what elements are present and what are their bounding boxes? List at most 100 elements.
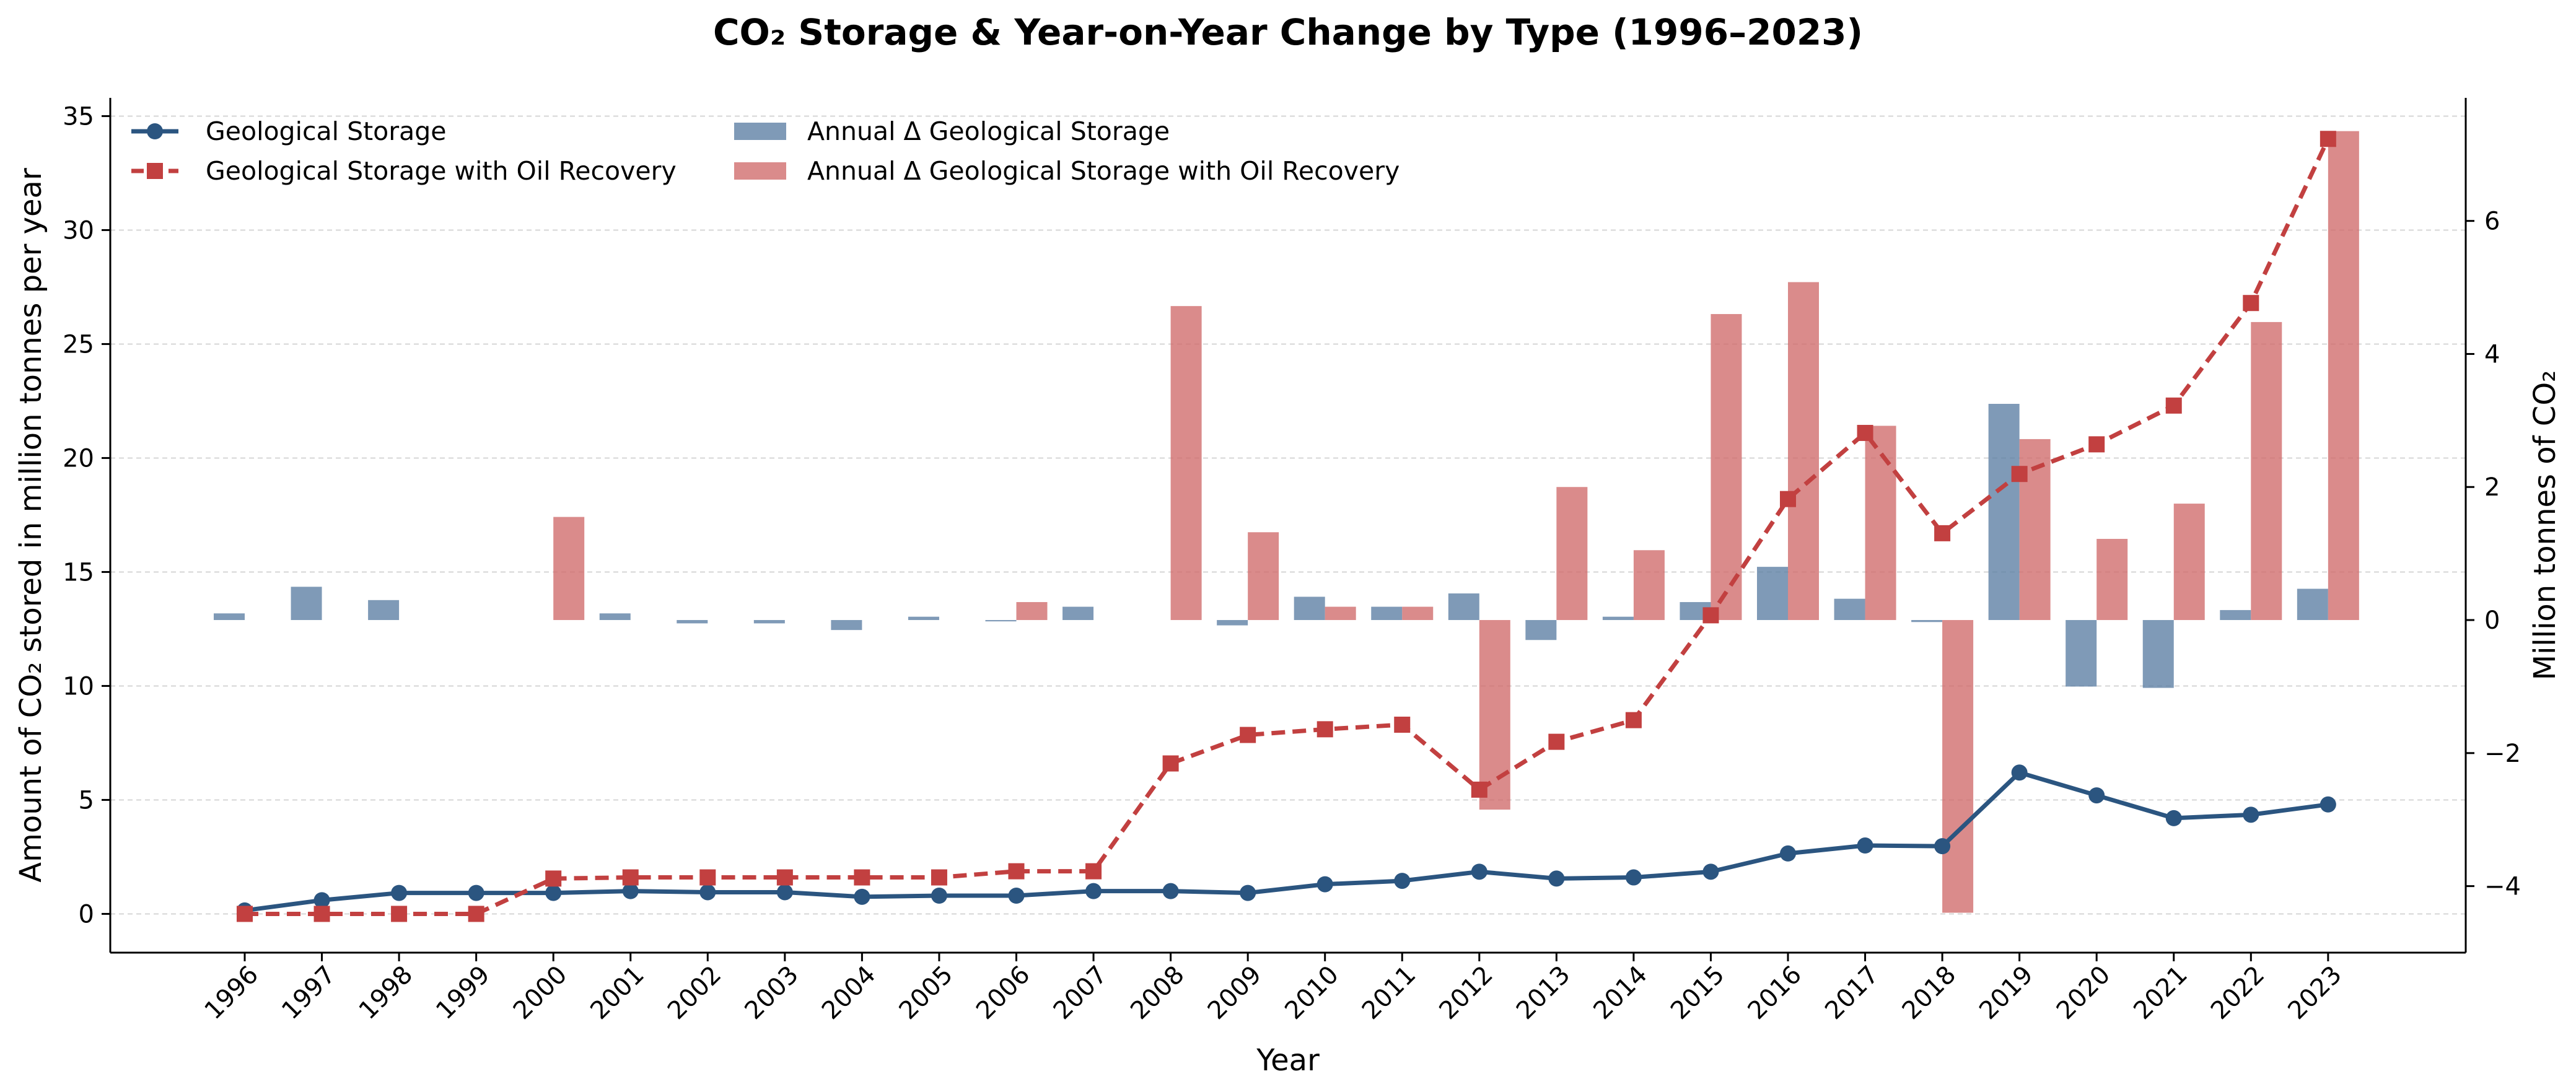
point-geological-storage xyxy=(1471,863,1487,880)
x-tick-label: 2022 xyxy=(2206,961,2271,1026)
x-tick-label: 2015 xyxy=(1665,961,1730,1026)
x-tick-label: 2021 xyxy=(2128,961,2193,1026)
point-geological-storage xyxy=(545,885,562,901)
left-tick-label: 30 xyxy=(63,216,94,245)
bar-delta-geological xyxy=(214,613,245,621)
legend-label-geological-storage: Geological Storage xyxy=(206,116,446,146)
bar-delta-geological xyxy=(1062,606,1094,621)
bar-delta-oil-recovery xyxy=(2173,504,2205,621)
bar-delta-geological xyxy=(1217,620,1248,626)
bar-delta-geological xyxy=(1371,606,1403,621)
x-tick-label: 2010 xyxy=(1279,961,1344,1026)
bar-delta-oil-recovery xyxy=(1942,620,1974,913)
point-geological-storage xyxy=(2165,810,2182,826)
point-geological-storage xyxy=(1008,888,1025,904)
chart-title: CO₂ Storage & Year-on-Year Change by Typ… xyxy=(713,11,1863,53)
x-axis-title: Year xyxy=(1256,1043,1320,1078)
bar-delta-geological xyxy=(1911,620,1943,622)
right-tick-label: −2 xyxy=(2484,740,2521,768)
point-oil-recovery xyxy=(1702,607,1719,624)
left-y-ticks: 0 5 10 15 20 25 30 35 xyxy=(63,102,110,928)
bar-delta-geological xyxy=(1757,567,1788,621)
point-geological-storage xyxy=(699,884,716,901)
right-tick-label: 6 xyxy=(2484,207,2500,236)
bar-delta-oil-recovery xyxy=(1016,602,1048,621)
bar-delta-geological xyxy=(368,600,400,621)
point-geological-storage xyxy=(1240,885,1256,901)
bar-delta-geological xyxy=(1834,598,1865,621)
right-tick-label: −4 xyxy=(2484,873,2521,901)
point-geological-storage xyxy=(313,892,330,909)
axes xyxy=(109,98,2467,954)
point-oil-recovery xyxy=(2011,466,2028,483)
legend-item-delta-oil-recovery: Annual Δ Geological Storage with Oil Rec… xyxy=(734,156,1400,186)
x-tick-label: 2012 xyxy=(1434,961,1499,1026)
bar-delta-geological xyxy=(753,620,785,624)
point-geological-storage xyxy=(1162,883,1179,899)
x-tick-label: 2016 xyxy=(1743,961,1808,1026)
bar-delta-oil-recovery xyxy=(1633,550,1665,621)
point-oil-recovery xyxy=(1394,717,1411,733)
legend-label-delta-oil-recovery: Annual Δ Geological Storage with Oil Rec… xyxy=(807,156,1400,186)
bar-delta-geological xyxy=(1448,593,1479,621)
point-oil-recovery xyxy=(776,869,793,886)
x-tick-label: 1997 xyxy=(276,961,341,1026)
x-tick-label: 1998 xyxy=(354,961,419,1026)
left-tick-label: 25 xyxy=(63,330,94,359)
bar-delta-geological xyxy=(599,613,631,621)
x-tick-label: 2014 xyxy=(1588,961,1653,1026)
point-oil-recovery xyxy=(1085,863,1102,880)
bar-delta-geological xyxy=(677,620,708,624)
point-oil-recovery xyxy=(622,869,639,886)
point-oil-recovery xyxy=(1780,491,1796,507)
x-tick-label: 2017 xyxy=(1820,961,1885,1026)
right-tick-label: 0 xyxy=(2484,606,2500,635)
point-geological-storage xyxy=(391,885,408,901)
legend-label-oil-recovery: Geological Storage with Oil Recovery xyxy=(206,156,677,186)
point-geological-storage xyxy=(1085,883,1102,899)
bar-delta-geological xyxy=(1294,596,1325,621)
point-oil-recovery xyxy=(1162,755,1179,772)
x-tick-label: 2002 xyxy=(662,961,727,1026)
x-tick-label: 1996 xyxy=(199,961,265,1026)
legend-item-geological-storage: Geological Storage xyxy=(131,116,446,146)
point-oil-recovery xyxy=(1857,424,1873,441)
gridlines xyxy=(110,115,2466,915)
point-geological-storage xyxy=(468,885,484,901)
x-tick-label: 2006 xyxy=(971,961,1036,1026)
legend-label-delta-geological: Annual Δ Geological Storage xyxy=(807,116,1170,146)
bar-delta-geological xyxy=(2297,588,2328,621)
bar-delta-geological xyxy=(1602,616,1634,621)
point-oil-recovery xyxy=(313,906,330,922)
x-tick-label: 2009 xyxy=(1203,961,1268,1026)
bar-delta-oil-recovery xyxy=(1170,306,1202,621)
legend-item-oil-recovery: Geological Storage with Oil Recovery xyxy=(131,156,677,186)
legend-item-delta-geological: Annual Δ Geological Storage xyxy=(734,116,1170,146)
point-oil-recovery xyxy=(1471,781,1487,798)
bar-delta-oil-recovery xyxy=(1325,606,1356,621)
bar-delta-oil-recovery xyxy=(1248,532,1279,621)
point-oil-recovery xyxy=(2243,295,2259,312)
y-axis-right-title: Million tonnes of CO₂ xyxy=(2528,370,2562,681)
point-oil-recovery xyxy=(854,869,870,886)
point-geological-storage xyxy=(2088,787,2105,804)
y-axis-left-title: Amount of CO₂ stored in million tonnes p… xyxy=(14,168,48,883)
point-geological-storage xyxy=(1857,837,1873,854)
point-oil-recovery xyxy=(2088,436,2105,453)
x-tick-label: 2013 xyxy=(1511,961,1576,1026)
point-geological-storage xyxy=(2320,796,2336,813)
legend-marker-oil-recovery xyxy=(147,163,163,179)
point-geological-storage xyxy=(1780,845,1796,862)
x-tick-label: 2008 xyxy=(1125,961,1190,1026)
point-oil-recovery xyxy=(931,869,947,886)
bar-delta-oil-recovery xyxy=(2096,539,2128,621)
point-geological-storage xyxy=(776,884,793,901)
bar-delta-oil-recovery xyxy=(1865,426,1896,621)
x-tick-label: 2001 xyxy=(585,961,650,1026)
left-tick-label: 35 xyxy=(63,102,94,131)
x-tick-label: 2000 xyxy=(508,961,573,1026)
point-geological-storage xyxy=(854,888,870,905)
point-geological-storage xyxy=(931,888,947,904)
